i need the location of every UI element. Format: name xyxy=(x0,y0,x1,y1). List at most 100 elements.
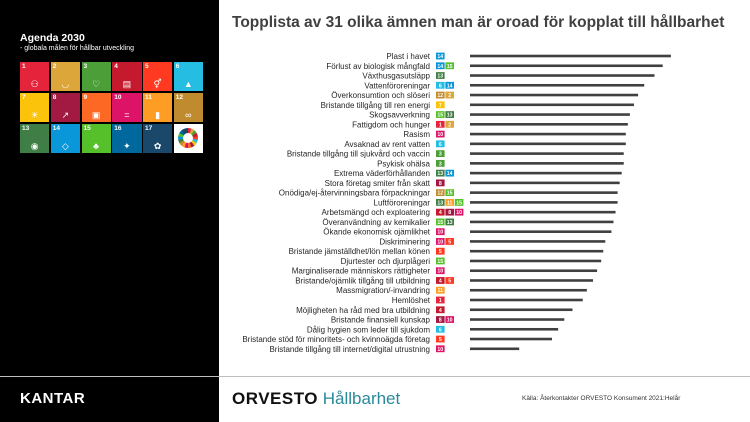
sdg-goal-number: 7 xyxy=(22,93,26,101)
sdg-tag-chip xyxy=(436,316,445,323)
sdg-goal-number: 15 xyxy=(83,124,91,132)
sdg-tag-chip xyxy=(454,208,464,216)
sdg-tag-chip xyxy=(445,208,454,216)
sidebar: Agenda 2030 - globala målen för hållbar … xyxy=(0,0,219,422)
bar xyxy=(470,201,618,204)
bar xyxy=(470,113,630,116)
sdg-tag-label: 1 xyxy=(439,298,442,304)
bar xyxy=(470,347,520,351)
sdg-tag-chip xyxy=(436,101,445,109)
sdg-tag-chip xyxy=(445,199,454,206)
sdg-tag-chip xyxy=(436,140,445,148)
category-label: Överanvändning av kemikalier xyxy=(322,218,430,227)
sdg-tag-chip xyxy=(445,277,454,284)
footer-divider xyxy=(0,376,750,377)
book-icon: ▤ xyxy=(122,79,132,90)
sdg-tag-chip xyxy=(436,189,445,197)
bar xyxy=(470,123,628,126)
heartbeat-icon: ♡ xyxy=(92,79,101,90)
sdg-goal-3: 3 ♡ xyxy=(81,62,111,92)
sdg-tag-label: 15 xyxy=(447,64,453,70)
sdg-goal-15: 15 ♣ xyxy=(81,123,111,153)
sdg-goal-number: 3 xyxy=(83,63,88,70)
category-label: Bristande stöd för minoritets- och kvinn… xyxy=(242,335,430,344)
sdg-tag-label: 4 xyxy=(439,278,442,284)
category-label: Bristande finansiell kunskap xyxy=(331,316,431,325)
sdg-tag-chip xyxy=(436,208,445,216)
sdg-goal-1: 1 ⚇ xyxy=(20,62,50,92)
sdg-tag-label: 13 xyxy=(437,200,443,206)
sdg-tag-label: 3 xyxy=(439,161,442,167)
sdg-goal-number: 5 xyxy=(145,63,149,70)
sdg-tag-chip xyxy=(454,199,464,206)
bar xyxy=(470,132,626,136)
bar xyxy=(470,181,620,185)
sdg-tag-chip xyxy=(436,228,445,236)
sdg-goal-number: 16 xyxy=(114,124,122,132)
bar xyxy=(470,269,598,273)
category-label: Luftföroreningar xyxy=(374,198,431,207)
sdg-goal-12: 12 ∞ xyxy=(173,92,203,123)
bar xyxy=(470,230,612,233)
sdg-tag-chip xyxy=(436,52,445,60)
sdg-goal-11: 11 ▮ xyxy=(143,92,173,123)
category-label: Extrema väderförhållanden xyxy=(334,169,430,178)
sdg-tag-label: 2 xyxy=(448,93,451,99)
agenda-subtitle: - globala målen för hållbar utveckling xyxy=(20,45,135,52)
category-label: Dålig hygien som leder till sjukdom xyxy=(307,325,431,334)
sdg-tag-label: 8 xyxy=(439,318,442,324)
sdg-tag-chip xyxy=(436,296,445,304)
sdg-tag-label: 15 xyxy=(447,191,453,197)
bar xyxy=(470,337,552,341)
sdg-tag-label: 12 xyxy=(437,93,443,99)
sdg-wheel-icon xyxy=(178,128,199,149)
sdg-goal-number: 9 xyxy=(83,93,88,101)
sdg-goal-number: 12 xyxy=(175,93,183,101)
category-label: Bristande jämställdhet/lön mellan könen xyxy=(289,247,430,256)
eye-globe-icon: ◉ xyxy=(30,141,39,151)
sdg-tag-label: 14 xyxy=(437,64,443,70)
bar xyxy=(470,279,593,282)
category-label: Hemlöshet xyxy=(392,296,431,305)
sdg-tag-label: 13 xyxy=(437,74,443,80)
orvesto-logo-name: ORVESTO xyxy=(232,389,319,408)
bar xyxy=(470,103,634,107)
flower-icon: ✿ xyxy=(153,141,162,151)
category-label: Möjligheten ha råd med bra utbildning xyxy=(296,306,430,315)
category-label: Bristande/ojämlik tillgång till utbildni… xyxy=(295,276,430,285)
sdg-tag-chip xyxy=(436,159,445,167)
sdg-tag-chip xyxy=(436,335,445,343)
bar xyxy=(470,210,616,214)
sdg-tag-label: 5 xyxy=(439,337,442,343)
sdg-wheel-logo xyxy=(173,123,203,153)
sdg-tag-label: 10 xyxy=(437,347,443,353)
bar xyxy=(470,288,587,292)
sdg-tag-chip xyxy=(436,306,445,314)
sdg-goal-16: 16 ✦ xyxy=(112,123,142,153)
sdg-tag-chip xyxy=(436,325,445,333)
sdg-tag-chip xyxy=(445,120,454,128)
bar xyxy=(470,298,583,302)
sdg-goal-number: 10 xyxy=(114,93,122,101)
kantar-logo: KANTAR xyxy=(20,390,86,407)
sdg-goal-number: 17 xyxy=(145,124,153,132)
bar xyxy=(470,74,655,77)
category-label: Överkonsumtion och slöseri xyxy=(331,91,430,100)
bar xyxy=(470,191,618,194)
sdg-tag-chip xyxy=(445,169,454,177)
sdg-goal-4: 4 ▤ xyxy=(112,62,142,92)
sdg-tag-label: 13 xyxy=(437,171,443,177)
sdg-tag-chip xyxy=(445,91,454,99)
sdg-tag-label: 10 xyxy=(437,230,443,236)
sdg-tag-label: 15 xyxy=(456,200,462,206)
bar xyxy=(470,240,606,243)
equal-icon: = xyxy=(124,110,130,121)
growth-chart-icon: ↗ xyxy=(61,110,70,121)
sdg-tag-label: 4 xyxy=(439,210,442,216)
sdg-goal-9: 9 ▣ xyxy=(81,92,111,123)
bar xyxy=(470,259,602,263)
sdg-tag-label: 12 xyxy=(437,191,443,197)
sdg-goal-10: 10 = xyxy=(112,92,142,123)
sdg-tag-label: 6 xyxy=(439,327,442,333)
